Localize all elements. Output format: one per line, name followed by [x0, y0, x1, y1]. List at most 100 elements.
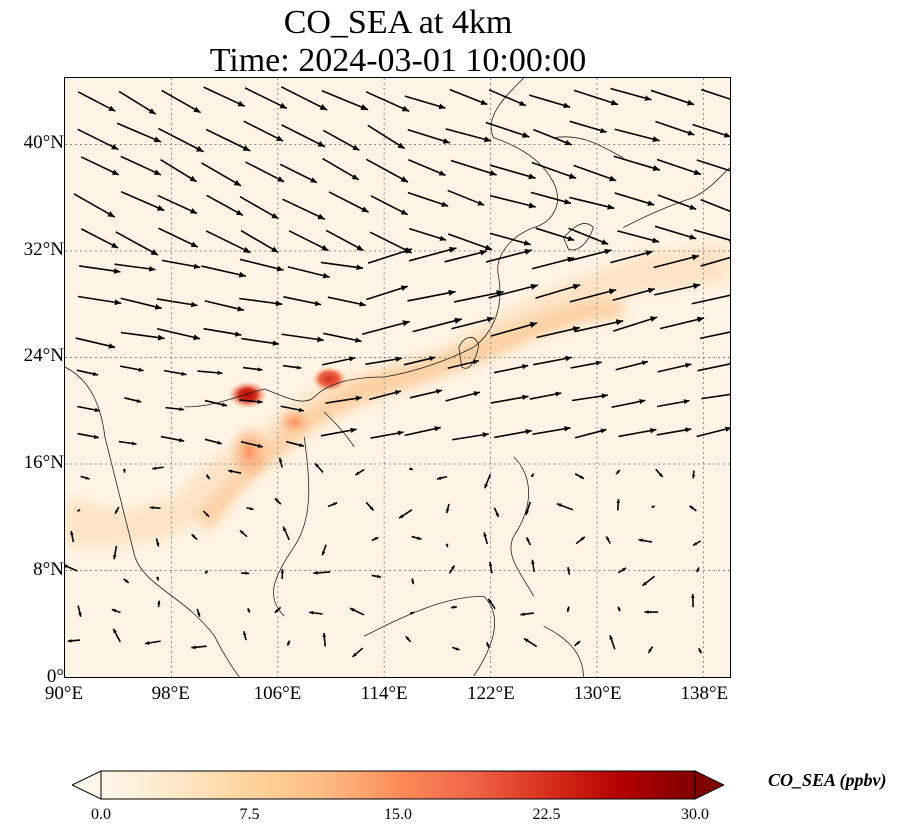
wind-arrow [362, 320, 411, 335]
wind-arrow [699, 331, 730, 340]
wind-arrow [240, 440, 264, 448]
wind-arrow [615, 469, 621, 475]
wind-arrow [613, 155, 661, 172]
wind-arrow [525, 536, 532, 546]
wind-arrow [659, 316, 705, 330]
wind-arrow [70, 530, 75, 543]
wind-arrow [488, 89, 527, 107]
wind-arrow [245, 161, 285, 183]
wind-arrow [696, 426, 730, 438]
wind-arrow [689, 505, 697, 512]
wind-arrow [407, 191, 449, 207]
wind-arrow [691, 470, 696, 479]
colorbar-tick-label: 7.5 [239, 806, 260, 823]
wind-arrow [569, 120, 607, 134]
co-hotspots [227, 366, 348, 482]
wind-arrow [696, 567, 700, 573]
wind-arrow [161, 89, 202, 114]
wind-arrow [569, 196, 615, 210]
wind-arrow [533, 355, 572, 366]
colorbar-extend-max [694, 770, 724, 800]
wind-arrow [119, 365, 144, 372]
wind-arrow [323, 332, 362, 343]
wind-arrow [365, 501, 375, 512]
wind-arrow [124, 397, 142, 403]
wind-arrow [656, 158, 702, 176]
wind-arrow [700, 198, 730, 213]
wind-arrow [447, 189, 485, 206]
colorbar-tick-label: 30.0 [681, 806, 709, 823]
wind-arrow [615, 360, 649, 371]
wind-arrow [65, 564, 78, 572]
wind-arrow [120, 190, 165, 212]
wind-arrow [611, 399, 646, 409]
wind-arrow [157, 194, 198, 215]
wind-arrow [156, 576, 160, 581]
wind-arrow [411, 535, 422, 540]
wind-arrow [618, 427, 657, 438]
wind-arrow [205, 474, 211, 480]
wind-arrow [274, 606, 282, 614]
wind-arrow [76, 508, 81, 513]
wind-arrow [641, 575, 656, 587]
wind-arrow [409, 389, 443, 399]
wind-arrow [655, 120, 695, 136]
wind-arrow [365, 158, 409, 183]
wind-arrow [314, 462, 324, 473]
wind-arrow [67, 639, 81, 643]
wind-arrow [354, 468, 365, 476]
wind-arrow [570, 360, 602, 369]
wind-arrow [191, 533, 198, 541]
wind-arrow [610, 250, 653, 264]
wind-arrow [165, 406, 185, 412]
wind-arrow [612, 316, 658, 332]
wind-arrow [279, 163, 318, 184]
wind-arrow [617, 230, 660, 244]
wind-arrow [575, 536, 586, 545]
wind-arrow [528, 94, 571, 109]
wind-arrow [287, 266, 330, 279]
wind-arrow [493, 507, 500, 518]
lat-tick-label: 40°N [23, 131, 64, 153]
wind-arrow [75, 337, 116, 349]
lat-tick-label: 16°N [23, 452, 64, 474]
wind-arrow [191, 645, 207, 650]
wind-arrow [701, 393, 730, 400]
wind-arrow [407, 289, 456, 302]
wind-arrow [204, 399, 228, 407]
wind-arrow [122, 468, 126, 473]
wind-arrow [638, 538, 653, 543]
wind-arrow [647, 646, 654, 654]
wind-arrow [408, 159, 446, 177]
map-title-line1: CO_SEA at 4km [283, 4, 513, 41]
colorbar-tick-label: 0.0 [91, 806, 111, 823]
wind-arrow [116, 122, 162, 143]
wind-arrow [691, 294, 730, 305]
wind-arrow [203, 86, 246, 108]
wind-arrow [155, 538, 160, 547]
wind-arrow [656, 399, 690, 408]
wind-arrow [114, 506, 120, 515]
wind-arrow [114, 263, 156, 272]
wind-arrow [405, 635, 412, 643]
wind-arrow [227, 469, 242, 474]
lon-tick-label: 106°E [253, 683, 302, 704]
lat-tick-label: 8°N [33, 559, 64, 581]
wind-arrow [574, 428, 607, 439]
wind-arrow [144, 640, 161, 645]
wind-arrow [365, 91, 410, 112]
map-title-line2: Time: 2024-03-01 10:00:00 [209, 42, 587, 79]
wind-arrow [436, 475, 448, 480]
wind-arrow [349, 607, 365, 616]
wind-arrow [322, 356, 356, 366]
wind-arrow [280, 405, 305, 413]
lon-tick-label: 90°E [44, 683, 84, 704]
wind-arrow [118, 440, 137, 446]
wind-arrow [370, 195, 409, 216]
wind-arrow [614, 192, 655, 206]
wind-arrow [120, 297, 162, 310]
wind-arrow [609, 635, 616, 650]
wind-arrow [398, 509, 413, 519]
wind-arrow [525, 501, 532, 516]
wind-arrow [244, 87, 288, 110]
